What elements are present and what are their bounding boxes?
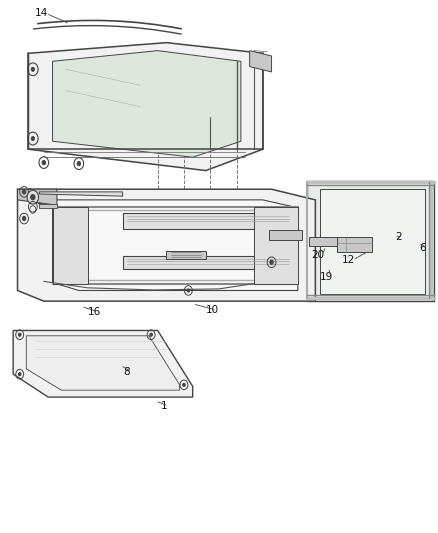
Circle shape [187, 289, 190, 292]
Polygon shape [53, 200, 298, 290]
Polygon shape [53, 207, 88, 284]
Circle shape [31, 136, 35, 141]
Polygon shape [123, 213, 293, 229]
Circle shape [31, 67, 35, 71]
Polygon shape [39, 192, 123, 196]
Circle shape [150, 333, 152, 336]
Text: 20: 20 [311, 250, 324, 260]
Circle shape [18, 333, 21, 336]
Polygon shape [337, 237, 372, 252]
Polygon shape [53, 51, 241, 157]
Text: 20: 20 [272, 243, 285, 253]
Polygon shape [123, 256, 293, 269]
Text: 14: 14 [35, 9, 48, 18]
Circle shape [22, 216, 26, 221]
Circle shape [183, 383, 185, 386]
Text: 9: 9 [314, 238, 321, 247]
Polygon shape [250, 51, 272, 72]
Polygon shape [26, 336, 180, 390]
Circle shape [22, 190, 26, 194]
Text: 16: 16 [88, 307, 101, 317]
Polygon shape [269, 230, 302, 240]
Circle shape [270, 260, 273, 264]
Text: 6: 6 [419, 243, 426, 253]
Polygon shape [18, 189, 315, 301]
Text: 15: 15 [276, 223, 289, 233]
Polygon shape [28, 43, 263, 171]
Text: 10: 10 [206, 305, 219, 315]
Text: 12: 12 [342, 255, 355, 265]
Polygon shape [13, 330, 193, 397]
Circle shape [77, 161, 81, 166]
Polygon shape [309, 237, 337, 246]
Polygon shape [307, 181, 434, 301]
Circle shape [18, 373, 21, 376]
Circle shape [42, 160, 46, 165]
Text: 8: 8 [124, 367, 131, 377]
Text: 19: 19 [320, 272, 333, 282]
Text: 1: 1 [161, 401, 168, 411]
Polygon shape [18, 189, 57, 205]
Polygon shape [320, 189, 425, 294]
Text: 3: 3 [36, 197, 43, 206]
Circle shape [31, 195, 35, 200]
Polygon shape [254, 207, 298, 284]
Polygon shape [166, 251, 206, 259]
Text: 13: 13 [254, 275, 267, 285]
Circle shape [27, 190, 39, 204]
Polygon shape [39, 204, 57, 208]
Text: 4: 4 [25, 188, 32, 198]
Text: 19: 19 [158, 275, 171, 285]
Text: 2: 2 [395, 232, 402, 242]
